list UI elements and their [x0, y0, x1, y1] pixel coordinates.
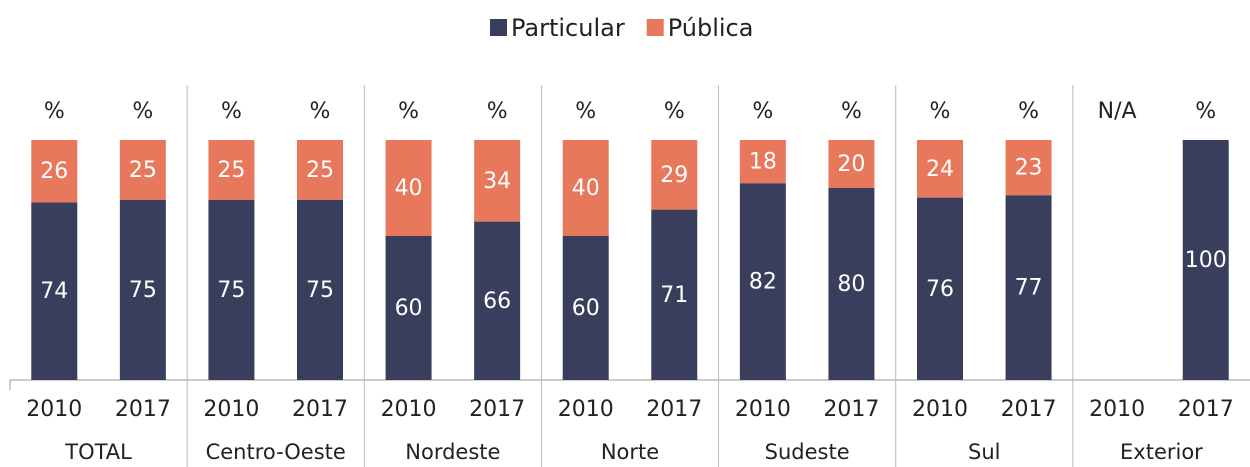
top-label: % [841, 99, 862, 124]
group-label: Nordeste [405, 440, 500, 464]
bar-segment [208, 200, 255, 380]
top-label: % [664, 99, 685, 124]
x-tick-label: 2017 [646, 397, 702, 422]
group-label: Norte [601, 440, 659, 464]
legend-swatch [490, 19, 507, 36]
legend-label: Particular [511, 14, 625, 42]
x-tick-label: 2017 [115, 397, 171, 422]
top-label: % [1195, 99, 1216, 124]
top-label: % [752, 99, 773, 124]
bar-segment [297, 140, 343, 200]
value-label: 74 [40, 279, 68, 304]
x-tick-label: 2017 [1001, 397, 1057, 422]
bar-segment [917, 197, 963, 380]
group-label: Exterior [1120, 440, 1203, 464]
x-tick-label: 2010 [558, 397, 614, 422]
x-tick-label: 2010 [735, 397, 791, 422]
bar-segment [562, 140, 609, 236]
x-tick-label: 2010 [1089, 397, 1145, 422]
value-label: 25 [217, 158, 245, 183]
group-label: Sudeste [765, 440, 850, 464]
x-tick-label: 2010 [203, 397, 259, 422]
x-tick-label: 2017 [1178, 397, 1234, 422]
value-label: 71 [660, 283, 688, 308]
top-label: % [44, 99, 65, 124]
value-label: 77 [1015, 276, 1043, 301]
group-label: TOTAL [64, 440, 132, 464]
bar-segment [562, 236, 609, 380]
bar-segment [828, 188, 875, 380]
bar-segment [31, 140, 78, 203]
value-label: 80 [837, 272, 865, 297]
legend-label: Pública [668, 14, 754, 42]
value-label: 29 [660, 163, 688, 188]
bar-segment [385, 236, 432, 380]
x-tick-label: 2010 [912, 397, 968, 422]
bar-segment [828, 140, 875, 188]
value-label: 82 [749, 270, 777, 295]
top-label: % [930, 99, 951, 124]
value-label: 75 [217, 278, 245, 303]
top-label: % [575, 99, 596, 124]
legend-swatch [646, 19, 664, 36]
bar-segment [739, 183, 786, 380]
top-label: % [398, 99, 419, 124]
top-label: N/A [1098, 99, 1137, 124]
value-label: 75 [129, 278, 157, 303]
value-label: 40 [395, 176, 423, 201]
value-label: 76 [926, 277, 954, 302]
value-label: 34 [483, 169, 511, 194]
group-label: Sul [968, 440, 1000, 464]
value-label: 26 [40, 159, 68, 184]
bar-segment [917, 140, 963, 198]
value-label: 23 [1015, 156, 1043, 181]
top-label: % [132, 99, 153, 124]
bar-segment [119, 140, 166, 200]
x-tick-label: 2017 [292, 397, 348, 422]
top-label: % [1018, 99, 1039, 124]
group-label: Centro-Oeste [206, 440, 346, 464]
value-label: 25 [306, 158, 334, 183]
x-tick-label: 2010 [26, 397, 82, 422]
x-tick-label: 2017 [469, 397, 525, 422]
bar-segment [651, 209, 698, 380]
bar-segment [1182, 140, 1229, 380]
bar-segment [474, 140, 521, 222]
value-label: 75 [306, 278, 334, 303]
top-label: % [310, 99, 331, 124]
bar-segment [297, 200, 343, 380]
bar-segment [1005, 195, 1052, 380]
bar-segment [1005, 140, 1052, 196]
bar-segment [385, 140, 432, 236]
value-label: 25 [129, 158, 157, 183]
bar-segment [119, 200, 166, 380]
x-tick-label: 2017 [823, 397, 879, 422]
top-label: % [221, 99, 242, 124]
value-label: 40 [572, 176, 600, 201]
value-label: 60 [572, 296, 600, 321]
value-label: 24 [926, 157, 954, 182]
bar-segment [31, 202, 78, 380]
value-label: 100 [1185, 248, 1227, 273]
bar-segment [208, 140, 255, 200]
value-label: 60 [395, 296, 423, 321]
bar-segment [739, 140, 786, 184]
top-label: % [487, 99, 508, 124]
bar-segment [651, 140, 698, 210]
value-label: 18 [749, 150, 777, 175]
value-label: 20 [837, 152, 865, 177]
bar-segment [474, 221, 521, 380]
value-label: 66 [483, 289, 511, 314]
x-tick-label: 2010 [381, 397, 437, 422]
